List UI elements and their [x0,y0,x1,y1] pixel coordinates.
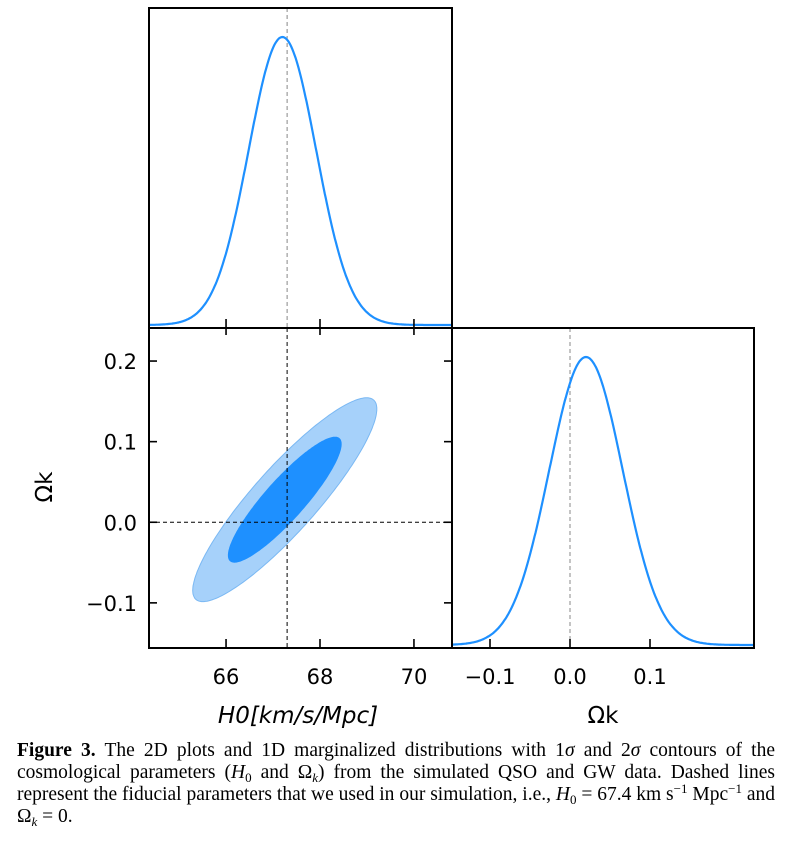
panel-2d-contours: 66 68 70 −0.1 0.0 0.1 0.2 [86,327,453,689]
caption-text: Mpc [687,784,729,805]
caption-text: and [251,762,298,783]
caption-sigma: σ [630,740,641,761]
caption-sub: k [31,814,38,829]
caption-text: ) from the simulated QSO and GW data. Da… [17,762,776,805]
caption-label: Figure 3. [17,740,96,761]
caption-sigma: σ [564,740,575,761]
x-tick-label: 66 [213,665,240,689]
caption-sup: −1 [673,781,688,796]
y-tick-label: −0.1 [86,592,137,616]
caption-omega: Ω [297,762,313,783]
caption-text: and [741,784,776,805]
caption-h0: H [231,762,246,783]
x-tick-label: 70 [401,665,428,689]
caption-text: The 2D plots and 1D marginalized distrib… [95,740,565,761]
caption-text: = 0. [37,806,73,827]
x-axis-label-omegak: Ωk [588,703,620,729]
panel-frame [148,7,453,329]
figure-caption: Figure 3. The 2D plots and 1D marginaliz… [17,740,775,828]
triangle-plot: 66 68 70 −0.1 0.0 0.1 0.2 −0.1 0.0 0.1 H0[km/s/M… [32,7,755,729]
caption-omega: Ω [17,806,32,827]
panel-omegak-marginal: −0.1 0.0 0.1 [451,327,755,689]
caption-text: and 2 [574,740,631,761]
x-tick-label: −0.1 [465,665,516,689]
caption-text: = 67.4 km s [576,784,674,805]
y-axis-label-omegak: Ωk [32,471,58,503]
caption-sub: 0 [569,792,577,807]
panel-frame [451,327,755,649]
x-tick-label: 0.1 [633,665,666,689]
caption-sup: −1 [728,781,742,796]
contour-1sigma [227,436,342,563]
caption-sub: 0 [245,770,252,785]
omegak-posterior-curve [452,355,754,647]
x-axis-label-h0: H0[km/s/Mpc] [218,703,378,729]
caption-text: contours of the cosmological parameters … [17,740,775,783]
x-tick-label: 0.0 [553,665,586,689]
caption-h0: H [555,784,570,805]
h0-posterior-curve [149,35,452,327]
panel-h0-marginal [148,7,453,329]
y-tick-label: 0.0 [104,511,137,535]
y-tick-label: 0.1 [104,431,137,455]
caption-sub: k [312,770,319,785]
x-tick-label: 68 [307,665,334,689]
y-tick-label: 0.2 [104,350,137,374]
